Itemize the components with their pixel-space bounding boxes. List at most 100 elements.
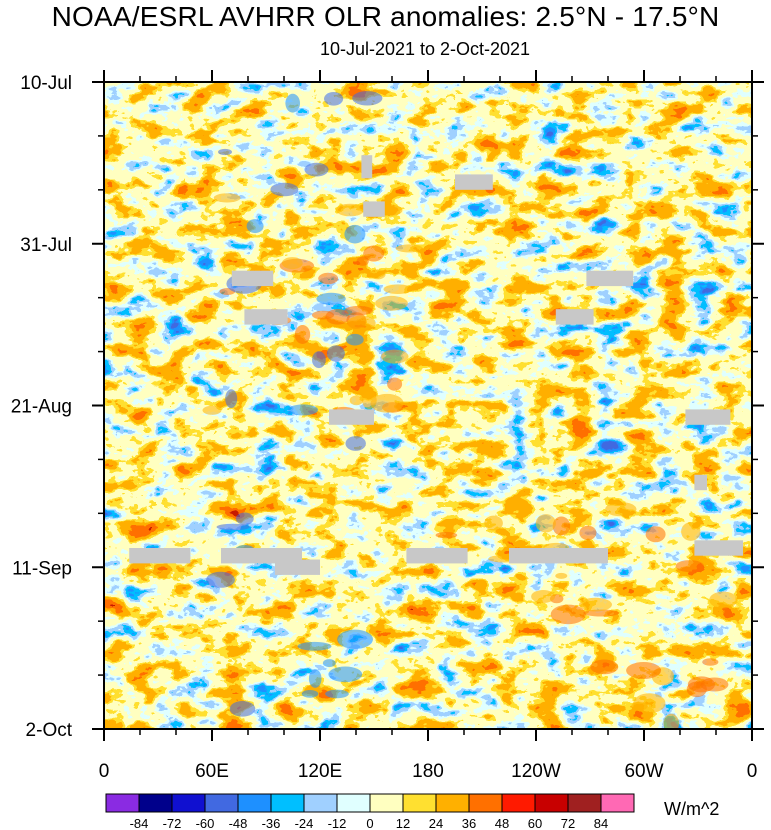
negative-anomaly-cell — [225, 389, 238, 408]
colorbar-label: -48 — [229, 816, 248, 830]
positive-anomaly-cell — [675, 560, 704, 573]
positive-anomaly-cell — [531, 590, 556, 603]
negative-anomaly-cell — [206, 571, 235, 588]
positive-anomaly-cell — [370, 393, 404, 413]
colorbar: -84 -72 -60 -48 -36 -24 -12 0 12 24 36 48 60 72 84 — [105, 793, 635, 830]
positive-anomaly-cell — [681, 522, 701, 541]
x-tick-label: 0 — [99, 761, 110, 782]
missing-data-patch — [363, 201, 385, 217]
negative-anomaly-cell — [326, 345, 345, 362]
positive-anomaly-cell — [375, 295, 408, 311]
positive-anomaly-cell — [336, 203, 365, 217]
colorbar-units: W/m^2 — [664, 799, 719, 819]
positive-anomaly-cell — [709, 591, 738, 609]
y-tick-label: 21-Aug — [11, 397, 72, 418]
positive-anomaly-cell — [347, 315, 376, 331]
colorbar-swatch — [171, 793, 206, 813]
negative-anomaly-cell — [325, 689, 349, 699]
x-tick-label: 120E — [298, 761, 342, 782]
colorbar-swatch — [204, 793, 239, 813]
missing-data-patch — [455, 174, 493, 190]
negative-anomaly-cell — [285, 93, 301, 113]
positive-anomaly-cell — [387, 377, 403, 391]
positive-anomaly-cell — [294, 325, 311, 344]
x-axis: 0 60E 120E 180 120W 60W 0 — [99, 70, 758, 782]
chart-title: NOAA/ESRL AVHRR OLR anomalies: 2.5°N - 1… — [51, 1, 720, 32]
missing-data-patch — [231, 270, 274, 287]
negative-anomaly-cell — [337, 629, 373, 649]
missing-data-patch — [244, 309, 288, 325]
colorbar-swatch — [336, 793, 371, 813]
positive-anomaly-cell — [645, 526, 666, 543]
colorbar-swatch — [270, 793, 305, 813]
x-tick-label: 180 — [412, 761, 444, 782]
missing-data-patch — [694, 474, 707, 491]
x-tick-label: 60E — [195, 761, 229, 782]
negative-anomaly-cell — [304, 162, 329, 177]
colorbar-label: 36 — [462, 816, 476, 830]
colorbar-label: -24 — [295, 816, 314, 830]
colorbar-swatch — [303, 793, 338, 813]
colorbar-label: -84 — [130, 816, 149, 830]
positive-anomaly-cell — [579, 525, 597, 541]
negative-anomaly-cell — [229, 701, 256, 717]
colorbar-swatch — [567, 793, 602, 813]
missing-data-patch — [406, 548, 468, 564]
colorbar-swatch — [600, 793, 635, 813]
colorbar-label: 0 — [366, 816, 373, 830]
colorbar-label: -72 — [163, 816, 182, 830]
colorbar-label: -60 — [196, 816, 215, 830]
negative-anomaly-cell — [322, 659, 336, 668]
positive-anomaly-cell — [552, 516, 571, 536]
colorbar-label: 24 — [429, 816, 443, 830]
x-tick-label: 60W — [624, 761, 663, 782]
colorbar-swatch — [468, 793, 503, 813]
colorbar-swatch — [105, 793, 140, 813]
positive-anomaly-cell — [631, 701, 648, 711]
negative-anomaly-cell — [287, 404, 319, 416]
missing-data-patch — [275, 559, 320, 575]
missing-data-layer — [129, 155, 743, 575]
positive-anomaly-cell — [213, 193, 241, 203]
negative-anomaly-cell — [246, 219, 264, 234]
missing-data-patch — [361, 155, 373, 179]
colorbar-swatch — [402, 793, 437, 813]
colorbar-swatch — [501, 793, 536, 813]
x-tick-label: 0 — [747, 761, 758, 782]
negative-anomaly-cell — [324, 92, 344, 106]
positive-anomaly-cell — [349, 395, 364, 406]
colorbar-label: 60 — [528, 816, 542, 830]
x-tick-label: 120W — [511, 761, 561, 782]
positive-anomaly-cell — [435, 531, 458, 539]
missing-data-patch — [509, 548, 608, 564]
negative-anomaly-cell — [308, 669, 322, 688]
negative-anomaly-cell — [216, 523, 250, 531]
positive-anomaly-cell — [395, 244, 423, 253]
positive-anomaly-cell — [590, 659, 619, 675]
y-tick-label: 31-Jul — [20, 235, 72, 256]
missing-data-patch — [555, 309, 594, 325]
y-tick-label: 10-Jul — [20, 73, 72, 94]
colorbar-swatch — [534, 793, 569, 813]
colorbar-label: 72 — [561, 816, 575, 830]
y-axis: 10-Jul 31-Jul 21-Aug 11-Sep 2-Oct — [11, 73, 764, 741]
positive-anomaly-cell — [686, 681, 707, 698]
negative-anomaly-cell — [301, 690, 319, 698]
anomaly-field — [104, 82, 752, 729]
negative-anomaly-cell — [328, 666, 363, 683]
positive-anomaly-cell — [555, 572, 568, 579]
missing-data-patch — [586, 270, 634, 287]
missing-data-patch — [694, 540, 743, 556]
negative-anomaly-cell — [346, 333, 364, 346]
plot-area — [103, 81, 753, 730]
y-tick-label: 11-Sep — [12, 558, 72, 579]
positive-anomaly-cell — [356, 256, 369, 266]
positive-anomaly-cell — [626, 662, 662, 679]
negative-anomaly-cell — [352, 91, 383, 106]
chart-subtitle: 10-Jul-2021 to 2-Oct-2021 — [319, 39, 531, 59]
colorbar-swatch — [138, 793, 173, 813]
positive-anomaly-cell — [535, 514, 556, 533]
negative-anomaly-cell — [316, 292, 346, 305]
positive-anomaly-cell — [363, 245, 385, 262]
negative-anomaly-cell — [218, 148, 232, 156]
